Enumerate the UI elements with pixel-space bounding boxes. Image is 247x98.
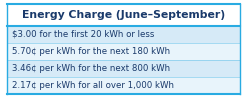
Bar (7, 43, 240, 60)
Text: 3.46¢ per kWh for the next 800 kWh: 3.46¢ per kWh for the next 800 kWh (12, 64, 170, 73)
Bar (7, 60, 240, 77)
Text: Energy Charge (June–September): Energy Charge (June–September) (22, 10, 225, 20)
Text: $3.00 for the first 20 kWh or less: $3.00 for the first 20 kWh or less (12, 30, 155, 39)
Text: 2.17¢ per kWh for all over 1,000 kWh: 2.17¢ per kWh for all over 1,000 kWh (12, 81, 174, 90)
Text: 5.70¢ per kWh for the next 180 kWh: 5.70¢ per kWh for the next 180 kWh (12, 47, 170, 56)
Bar (7, 26, 240, 43)
Bar (7, 77, 240, 94)
Bar (7, 4, 240, 26)
